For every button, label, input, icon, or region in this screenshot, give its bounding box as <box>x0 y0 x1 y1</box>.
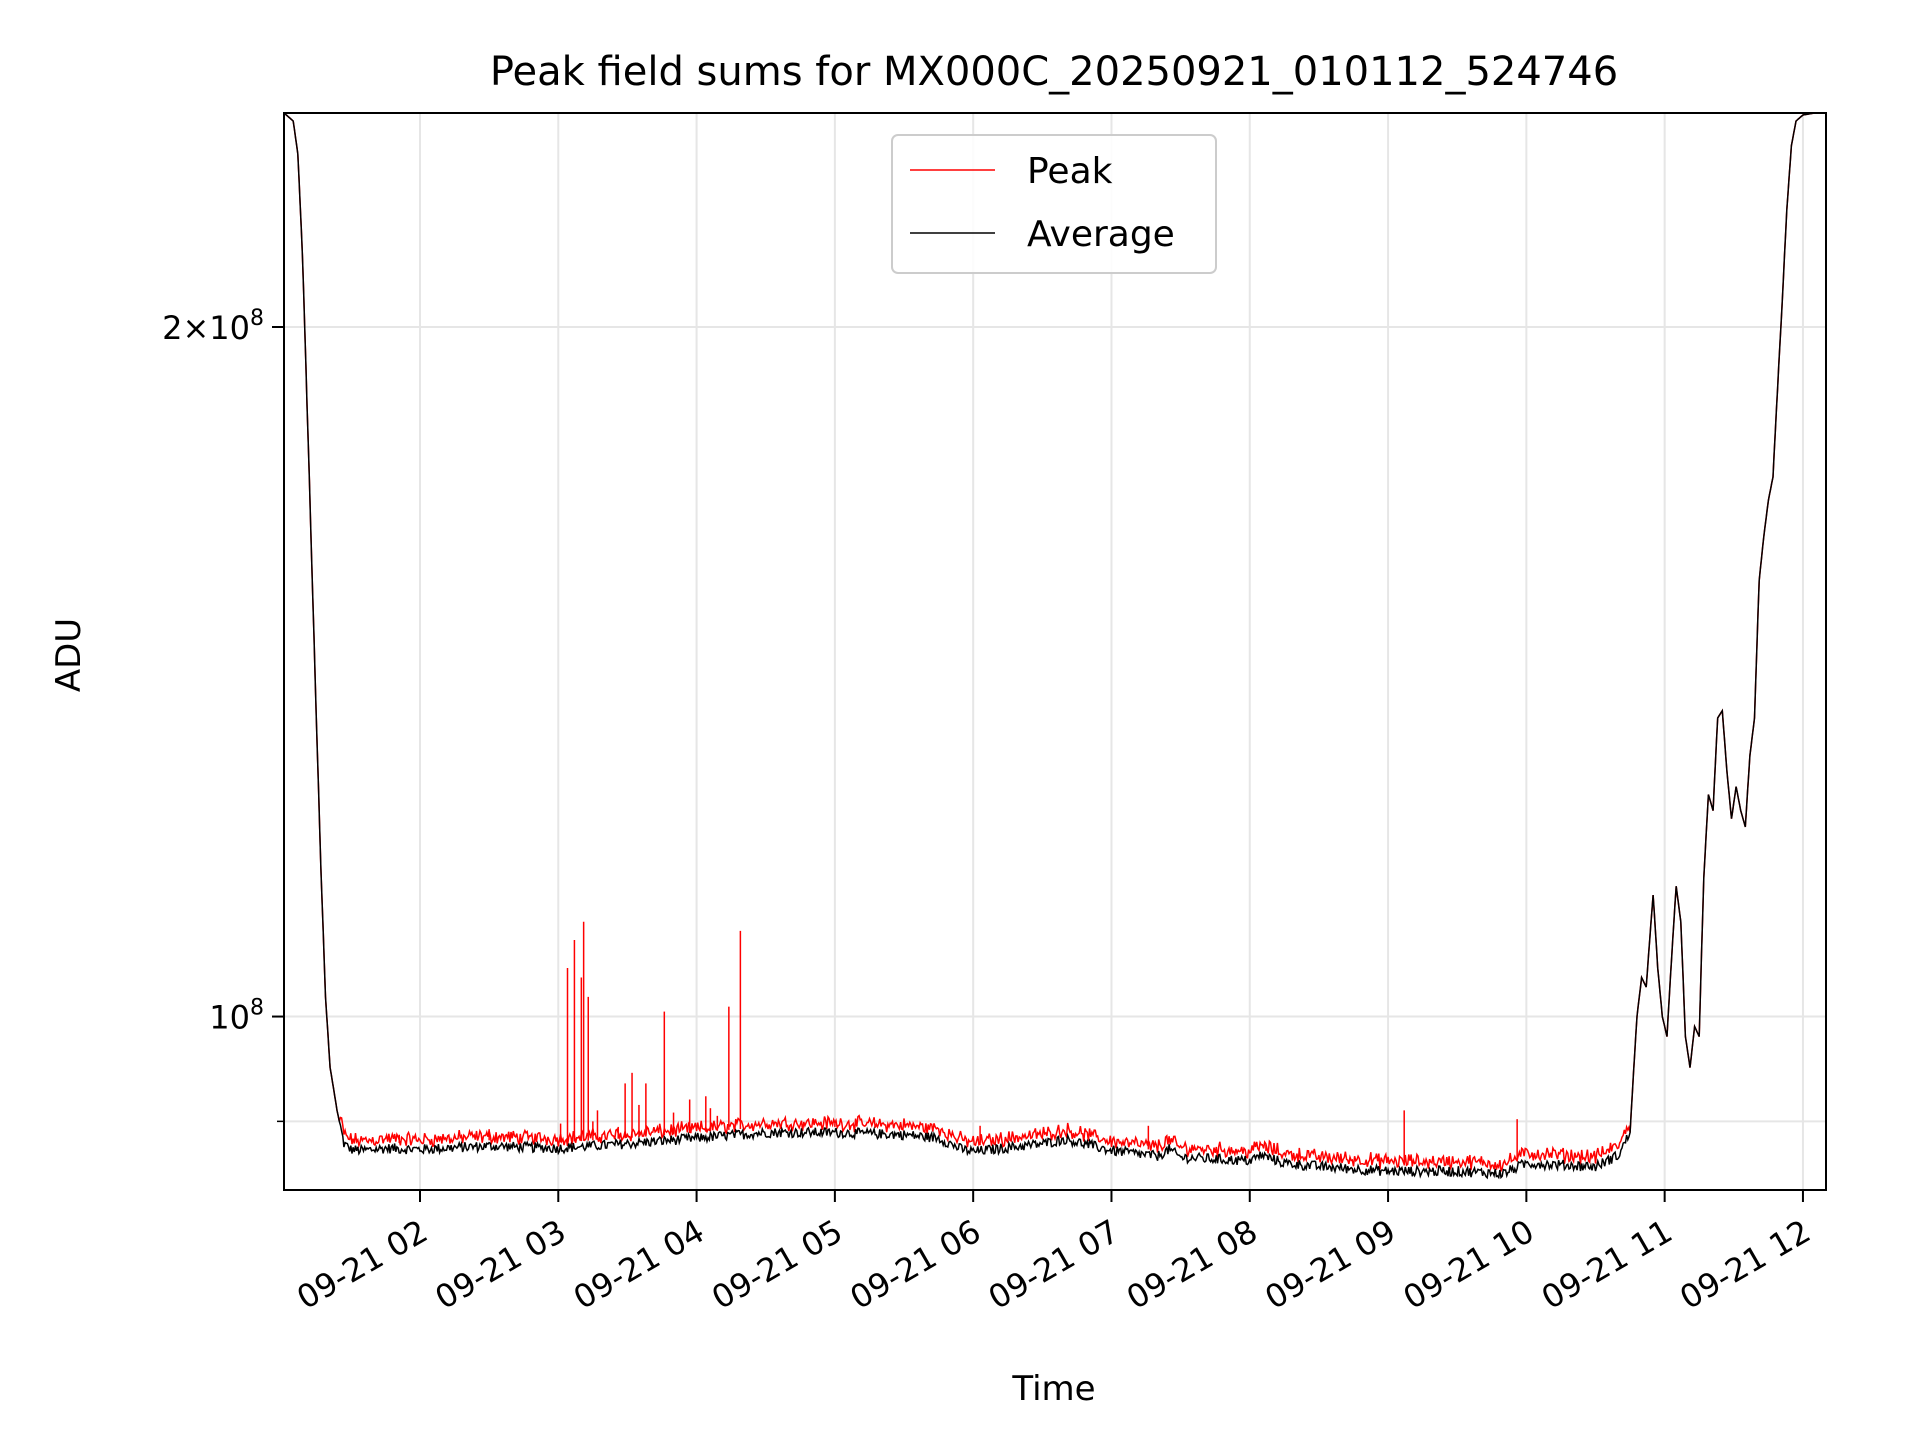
legend-entry-average: Average <box>1027 214 1175 255</box>
y-tick-label: 108 <box>209 996 264 1037</box>
plot-frame <box>283 112 1827 1191</box>
series-peak-line <box>283 112 1826 1174</box>
grid <box>284 113 1826 1190</box>
y-axis: 108 2×108 <box>162 306 284 1123</box>
y-tick-label: 2×108 <box>162 306 264 347</box>
x-axis-label: Time <box>1011 1369 1095 1409</box>
legend: Peak Average <box>891 134 1217 274</box>
plot-area <box>283 112 1826 1180</box>
chart-title: Peak field sums for MX000C_20250921_0101… <box>490 49 1618 95</box>
legend-entry-peak: Peak <box>1027 151 1113 192</box>
y-axis-label: ADU <box>49 618 89 692</box>
series-average-line <box>283 112 1826 1180</box>
